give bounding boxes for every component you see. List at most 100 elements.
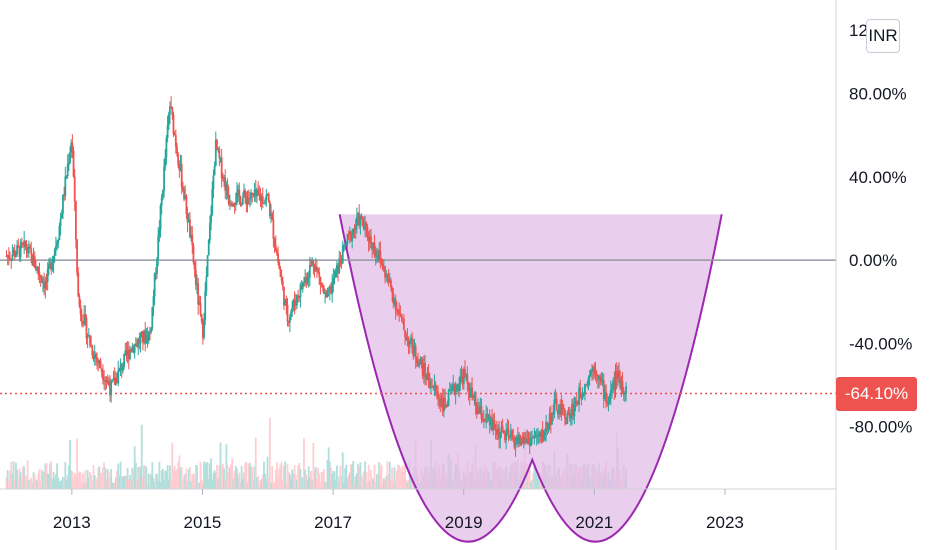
candle-body bbox=[494, 429, 497, 431]
candle-body bbox=[568, 413, 571, 419]
cup-pattern[interactable] bbox=[338, 214, 723, 543]
candle-body bbox=[140, 331, 143, 337]
volume-bar bbox=[529, 481, 532, 489]
currency-button[interactable]: INR bbox=[866, 19, 900, 53]
volume-bar bbox=[200, 479, 203, 489]
candle-body bbox=[518, 434, 521, 444]
candle-body bbox=[586, 383, 589, 385]
volume-bar bbox=[37, 473, 40, 489]
candle-body bbox=[450, 389, 452, 391]
candle-body bbox=[240, 203, 243, 205]
candle-body bbox=[237, 189, 240, 193]
volume-bar bbox=[381, 482, 384, 489]
candle-body bbox=[103, 379, 106, 382]
candle-body bbox=[475, 405, 478, 414]
candle-body bbox=[431, 386, 434, 388]
volume-bar bbox=[248, 462, 251, 489]
volume-bar bbox=[312, 442, 315, 489]
candle-body bbox=[181, 187, 184, 190]
candle-body bbox=[540, 430, 543, 437]
cup-pattern-curve[interactable] bbox=[338, 214, 723, 543]
candle-body bbox=[33, 256, 36, 268]
candle-body bbox=[12, 250, 15, 255]
candle-body bbox=[213, 165, 216, 176]
candle-body bbox=[474, 395, 477, 406]
volume-bar bbox=[92, 465, 95, 489]
candle-body bbox=[468, 392, 471, 398]
candle-body bbox=[485, 414, 488, 422]
volume-bar bbox=[350, 464, 352, 489]
candle-body bbox=[343, 245, 345, 247]
volume-bar bbox=[64, 462, 67, 489]
candle-body bbox=[92, 355, 95, 359]
candle-body bbox=[534, 435, 537, 438]
volume-bar bbox=[186, 481, 189, 489]
volume-bar bbox=[402, 471, 405, 489]
candle-body bbox=[505, 433, 508, 441]
candle-body bbox=[560, 404, 563, 414]
candle-body bbox=[554, 399, 557, 401]
candle-body bbox=[69, 152, 71, 163]
volume-bar bbox=[264, 473, 267, 489]
volume-bar bbox=[377, 473, 379, 489]
candle-body bbox=[119, 364, 122, 368]
candle-body bbox=[13, 250, 16, 257]
time-axis[interactable]: 2013 2015 2017 2019 2021 2023 bbox=[53, 489, 744, 532]
candle-body bbox=[313, 264, 316, 272]
volume-bar bbox=[319, 482, 322, 489]
candle-body bbox=[203, 319, 205, 338]
volume-bar bbox=[17, 478, 20, 489]
volume-bar bbox=[77, 472, 80, 489]
candle-body bbox=[335, 264, 338, 271]
volume-bar bbox=[103, 462, 106, 489]
candle-body bbox=[224, 177, 227, 191]
volume-bar bbox=[218, 465, 221, 489]
candle-body bbox=[325, 292, 328, 298]
candle-body bbox=[72, 150, 75, 177]
candle-body bbox=[292, 299, 295, 308]
candle-body bbox=[216, 139, 218, 150]
candle-body bbox=[306, 277, 309, 283]
candle-body bbox=[445, 404, 448, 407]
candle-body bbox=[548, 413, 551, 426]
candle-body bbox=[193, 262, 196, 270]
volume-bar bbox=[298, 463, 301, 489]
volume-bar bbox=[199, 461, 202, 489]
candle-body bbox=[38, 272, 41, 276]
volume-bar bbox=[339, 465, 342, 489]
volume-bar bbox=[12, 461, 15, 489]
candle-body bbox=[32, 256, 35, 266]
volume-bar bbox=[130, 479, 133, 489]
price-axis[interactable]: 80.00% 40.00% 0.00% -40.00% -80.00% bbox=[849, 85, 912, 437]
candle-body bbox=[345, 243, 348, 245]
candle-body bbox=[50, 262, 53, 270]
volume-bar bbox=[325, 481, 328, 489]
time-axis-tick-label: 2021 bbox=[575, 513, 613, 532]
candle-body bbox=[405, 337, 408, 340]
candle-body bbox=[266, 194, 269, 196]
volume-bar bbox=[16, 469, 19, 489]
candle-body bbox=[400, 313, 403, 318]
volume-bar bbox=[149, 475, 151, 489]
volume-bar bbox=[346, 478, 349, 489]
candle-body bbox=[339, 258, 342, 264]
volume-bar bbox=[198, 482, 201, 489]
volume-bar bbox=[371, 477, 374, 489]
volume-bar bbox=[43, 472, 46, 489]
volume-bar bbox=[211, 479, 214, 489]
volume-bar bbox=[25, 476, 28, 489]
candle-body bbox=[271, 213, 274, 220]
volume-bar bbox=[111, 482, 114, 489]
candle-body bbox=[579, 387, 582, 397]
candle-body bbox=[149, 332, 151, 334]
candle-body bbox=[386, 274, 389, 277]
candle-body bbox=[143, 330, 145, 343]
volume-bar bbox=[239, 481, 242, 489]
volume-bar bbox=[65, 480, 68, 489]
volume-bar bbox=[274, 470, 277, 489]
volume-bar bbox=[185, 468, 188, 489]
volume-bar bbox=[192, 473, 195, 489]
volume-bar bbox=[29, 479, 31, 489]
volume-bar bbox=[6, 470, 9, 489]
volume-bar bbox=[410, 473, 412, 489]
